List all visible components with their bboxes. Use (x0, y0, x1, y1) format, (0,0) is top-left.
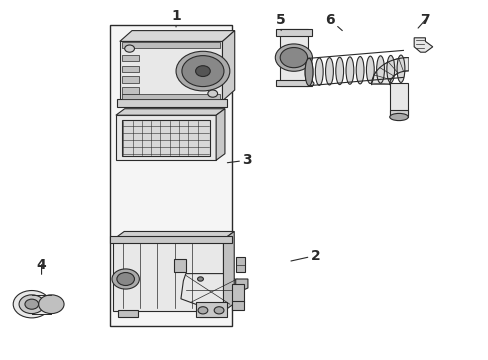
Bar (232, 301, 244, 310)
Circle shape (112, 269, 139, 289)
Bar (275, 80, 311, 86)
Text: 2: 2 (290, 249, 320, 262)
Bar (279, 29, 307, 86)
Polygon shape (181, 274, 239, 308)
Bar (122, 55, 139, 61)
Circle shape (197, 277, 203, 281)
Ellipse shape (335, 57, 343, 85)
Bar (232, 284, 244, 302)
Ellipse shape (389, 113, 407, 121)
Ellipse shape (366, 56, 373, 84)
Bar (275, 29, 311, 36)
Ellipse shape (305, 58, 312, 86)
Bar (122, 76, 139, 83)
Polygon shape (371, 58, 407, 85)
Text: 6: 6 (325, 13, 342, 31)
Bar (389, 110, 407, 117)
Bar (122, 42, 220, 48)
Circle shape (307, 81, 313, 86)
Polygon shape (223, 231, 234, 311)
Ellipse shape (305, 58, 312, 86)
Text: 3: 3 (227, 153, 251, 167)
Circle shape (39, 295, 64, 314)
Circle shape (207, 90, 217, 97)
Circle shape (195, 66, 210, 77)
Bar (122, 120, 209, 156)
Ellipse shape (325, 58, 333, 85)
Polygon shape (222, 31, 234, 101)
Ellipse shape (376, 56, 384, 83)
Polygon shape (113, 231, 234, 239)
Circle shape (214, 307, 224, 314)
Circle shape (25, 299, 39, 309)
Bar (32, 295, 51, 314)
Bar (117, 99, 227, 107)
Polygon shape (116, 109, 224, 115)
Bar (389, 83, 407, 115)
Circle shape (117, 273, 134, 285)
Circle shape (124, 45, 134, 52)
Circle shape (182, 55, 224, 87)
Polygon shape (413, 38, 432, 52)
Circle shape (176, 51, 229, 91)
Bar (118, 310, 138, 317)
Circle shape (198, 307, 207, 314)
Polygon shape (120, 31, 234, 41)
Bar (109, 236, 231, 243)
Bar (174, 259, 186, 272)
Text: 1: 1 (171, 9, 181, 27)
Circle shape (13, 291, 50, 318)
Bar (116, 115, 216, 160)
Bar (195, 302, 227, 317)
Polygon shape (235, 279, 247, 293)
Ellipse shape (346, 57, 353, 84)
Text: 4: 4 (37, 258, 46, 274)
Ellipse shape (396, 55, 404, 82)
Bar (235, 257, 245, 272)
Bar (122, 87, 139, 94)
Circle shape (275, 44, 312, 71)
Ellipse shape (386, 55, 394, 83)
Polygon shape (216, 109, 224, 160)
Bar (120, 41, 222, 101)
Circle shape (280, 48, 307, 68)
Bar (113, 239, 223, 311)
Ellipse shape (355, 57, 363, 84)
Text: 5: 5 (276, 13, 285, 31)
Bar (110, 25, 232, 326)
Ellipse shape (315, 58, 323, 85)
Bar (122, 66, 139, 72)
Bar (122, 94, 220, 99)
Circle shape (19, 295, 44, 314)
Text: 7: 7 (417, 13, 429, 28)
Bar (199, 310, 218, 317)
